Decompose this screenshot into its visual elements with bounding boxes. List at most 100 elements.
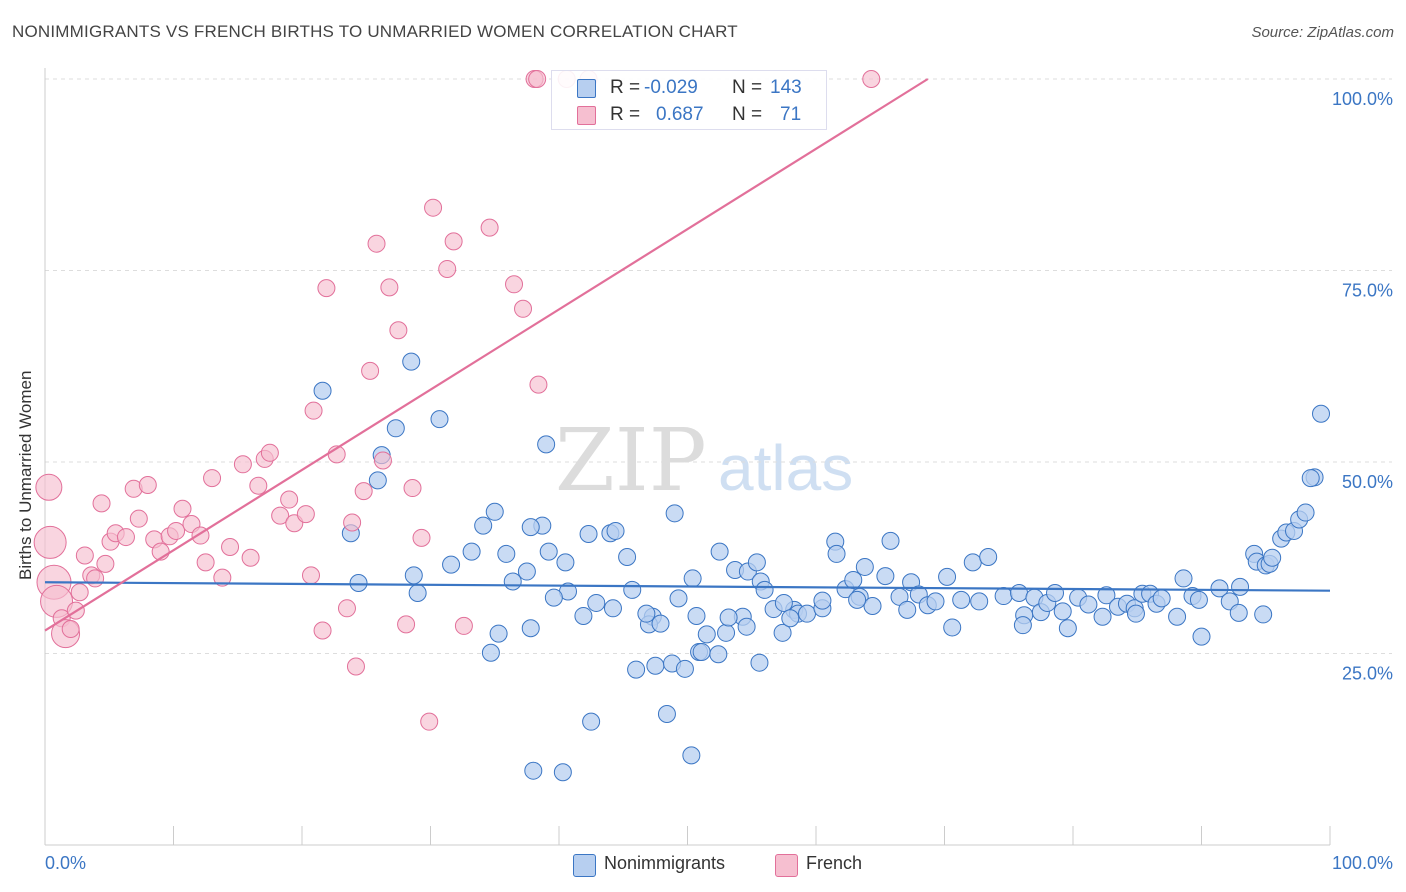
data-point-nonimmigrants <box>402 352 421 371</box>
data-point-french <box>346 657 365 676</box>
data-point-nonimmigrants <box>1254 605 1273 624</box>
data-point-french <box>301 566 320 585</box>
data-point-nonimmigrants <box>1192 627 1211 646</box>
stats-box: R = -0.029 N = 143 R = 0.687 N = 71 <box>551 70 827 130</box>
data-point-nonimmigrants <box>682 746 701 765</box>
data-point-nonimmigrants <box>683 569 702 588</box>
data-point-nonimmigrants <box>618 547 637 566</box>
y-axis-label: Births to Unmarried Women <box>16 370 35 580</box>
data-point-nonimmigrants <box>349 574 368 593</box>
data-point-french <box>280 490 299 509</box>
data-point-french <box>271 506 290 525</box>
data-point-french <box>380 278 399 297</box>
data-point-french <box>213 568 232 587</box>
legend-label-nonimmigrants: Nonimmigrants <box>604 853 726 873</box>
data-point-nonimmigrants <box>1174 569 1193 588</box>
data-point-nonimmigrants <box>579 525 598 544</box>
data-point-nonimmigrants <box>1013 616 1032 635</box>
data-point-nonimmigrants <box>404 566 423 585</box>
series-french <box>33 70 881 731</box>
data-point-french <box>389 321 408 340</box>
data-point-nonimmigrants <box>844 570 863 589</box>
data-point-french <box>403 479 422 498</box>
data-point-nonimmigrants <box>994 587 1013 606</box>
data-point-nonimmigrants <box>408 583 427 602</box>
n-label: N = <box>732 104 763 125</box>
data-point-french <box>412 528 431 547</box>
data-point-french <box>529 375 548 394</box>
data-point-nonimmigrants <box>574 606 593 625</box>
data-point-nonimmigrants <box>798 604 817 623</box>
data-point-nonimmigrants <box>537 435 556 454</box>
data-point-nonimmigrants <box>1152 589 1171 608</box>
n-value-french: 71 <box>780 104 802 125</box>
data-point-nonimmigrants <box>1312 404 1331 423</box>
data-point-nonimmigrants <box>737 617 756 636</box>
data-point-french <box>35 473 63 501</box>
data-point-nonimmigrants <box>544 588 563 607</box>
data-point-nonimmigrants <box>313 381 332 400</box>
data-point-french <box>438 259 457 278</box>
data-point-nonimmigrants <box>1097 586 1116 605</box>
data-point-french <box>480 218 499 237</box>
data-point-nonimmigrants <box>603 599 622 618</box>
data-point-nonimmigrants <box>813 591 832 610</box>
data-point-french <box>337 599 356 618</box>
data-point-french <box>454 616 473 635</box>
data-point-nonimmigrants <box>524 761 543 780</box>
data-point-nonimmigrants <box>697 625 716 644</box>
data-point-nonimmigrants <box>1058 619 1077 638</box>
data-point-french <box>367 234 386 253</box>
blue-swatch <box>577 79 596 98</box>
data-point-french <box>221 538 240 557</box>
data-point-french <box>313 621 332 640</box>
data-point-nonimmigrants <box>1046 583 1065 602</box>
tick-labels: 25.0% 50.0% 75.0% 100.0% 0.0% 100.0% <box>45 89 1393 873</box>
data-point-french <box>296 505 315 524</box>
data-point-french <box>96 554 115 573</box>
grid <box>45 78 1392 654</box>
legend-label-french: French <box>806 853 863 873</box>
data-point-french <box>514 299 533 318</box>
data-point-nonimmigrants <box>553 763 572 782</box>
data-point-french <box>373 451 392 470</box>
data-point-nonimmigrants <box>970 592 989 611</box>
data-point-nonimmigrants <box>1231 577 1250 596</box>
data-point-french <box>424 198 443 217</box>
data-point-french <box>196 553 215 572</box>
data-point-french <box>167 521 186 540</box>
axes <box>44 68 1331 846</box>
r-value-nonimmigrants: -0.029 <box>644 77 698 98</box>
data-point-french <box>173 499 192 518</box>
data-point-nonimmigrants <box>717 623 736 642</box>
data-point-nonimmigrants <box>1296 503 1315 522</box>
data-point-nonimmigrants <box>774 593 793 612</box>
data-point-nonimmigrants <box>582 712 601 731</box>
data-point-nonimmigrants <box>657 705 676 724</box>
data-point-nonimmigrants <box>943 618 962 637</box>
data-point-french <box>343 513 362 532</box>
data-point-nonimmigrants <box>503 572 522 591</box>
data-point-french <box>33 525 67 559</box>
data-point-nonimmigrants <box>926 592 945 611</box>
data-point-nonimmigrants <box>675 659 694 678</box>
data-point-nonimmigrants <box>368 471 387 490</box>
data-point-nonimmigrants <box>938 567 957 586</box>
data-point-nonimmigrants <box>687 606 706 625</box>
watermark-zip: ZIP <box>555 411 707 511</box>
data-point-nonimmigrants <box>952 590 971 609</box>
y-tick-label: 50.0% <box>1342 472 1393 492</box>
data-point-nonimmigrants <box>898 600 917 619</box>
data-point-french <box>260 443 279 462</box>
data-point-french <box>528 70 547 88</box>
data-point-nonimmigrants <box>1301 469 1320 488</box>
pink-swatch <box>577 106 596 125</box>
data-point-french <box>397 615 416 634</box>
data-point-french <box>129 509 148 528</box>
data-point-nonimmigrants <box>606 521 625 540</box>
n-label: N = <box>732 77 763 98</box>
data-point-french <box>241 548 260 567</box>
y-tick-label: 100.0% <box>1332 89 1393 109</box>
data-point-nonimmigrants <box>1126 604 1145 623</box>
